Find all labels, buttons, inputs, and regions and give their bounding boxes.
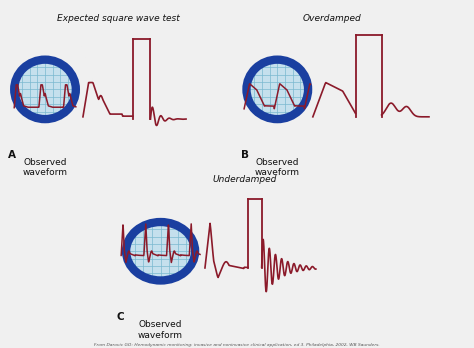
Text: B: B — [240, 150, 248, 160]
Circle shape — [14, 60, 76, 119]
Text: Overdamped: Overdamped — [302, 14, 361, 23]
Text: C: C — [116, 312, 124, 322]
Text: Observed
waveform: Observed waveform — [138, 320, 183, 340]
Circle shape — [126, 222, 195, 280]
Text: Underdamped: Underdamped — [212, 175, 277, 184]
Circle shape — [246, 60, 308, 119]
Text: Observed
waveform: Observed waveform — [23, 158, 67, 177]
Text: Observed
waveform: Observed waveform — [255, 158, 300, 177]
Text: From Darovic GO: Hemodynamic monitoring: invasive and noninvasive clinical appli: From Darovic GO: Hemodynamic monitoring:… — [94, 343, 380, 347]
Text: Expected square wave test: Expected square wave test — [57, 14, 180, 23]
Text: A: A — [8, 150, 16, 160]
